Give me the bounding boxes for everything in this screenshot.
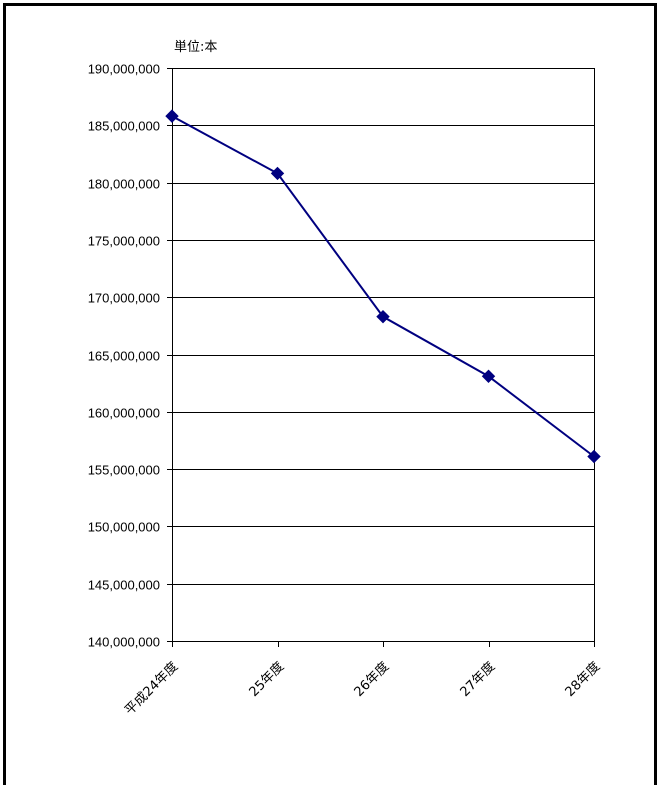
- x-tick-label: 27年度: [457, 659, 498, 700]
- y-tick-label: 190,000,000: [88, 62, 160, 77]
- data-point: [165, 109, 179, 123]
- axes: [167, 68, 595, 647]
- y-tick-label: 165,000,000: [88, 349, 160, 364]
- y-tick-label: 170,000,000: [88, 291, 160, 306]
- x-tick-label: 平成24年度: [122, 659, 182, 719]
- y-tick-label: 150,000,000: [88, 520, 160, 535]
- series: [165, 109, 601, 464]
- unit-label: 単位:本: [174, 39, 217, 55]
- chart-frame: [3, 3, 657, 785]
- y-tick-label: 145,000,000: [88, 578, 160, 593]
- data-point: [587, 449, 601, 464]
- y-tick-label: 160,000,000: [88, 406, 160, 421]
- data-point: [376, 309, 390, 324]
- y-tick-label: 180,000,000: [88, 177, 160, 192]
- x-tick-labels: 平成24年度 25年度 26年度 27年度 28年度: [122, 659, 604, 719]
- y-tick-labels: 190,000,000 185,000,000 180,000,000 175,000…: [88, 62, 160, 650]
- x-tick-label: 25年度: [246, 659, 287, 700]
- data-point: [270, 166, 285, 181]
- y-tick-label: 185,000,000: [88, 119, 160, 134]
- gridlines: [172, 68, 594, 642]
- x-tick-label: 26年度: [351, 659, 392, 700]
- y-tick-label: 140,000,000: [88, 635, 160, 650]
- y-tick-label: 155,000,000: [88, 463, 160, 478]
- series-line: [171, 115, 595, 458]
- x-tick-label: 28年度: [562, 659, 603, 700]
- y-tick-label: 175,000,000: [88, 234, 160, 249]
- data-point: [481, 369, 496, 383]
